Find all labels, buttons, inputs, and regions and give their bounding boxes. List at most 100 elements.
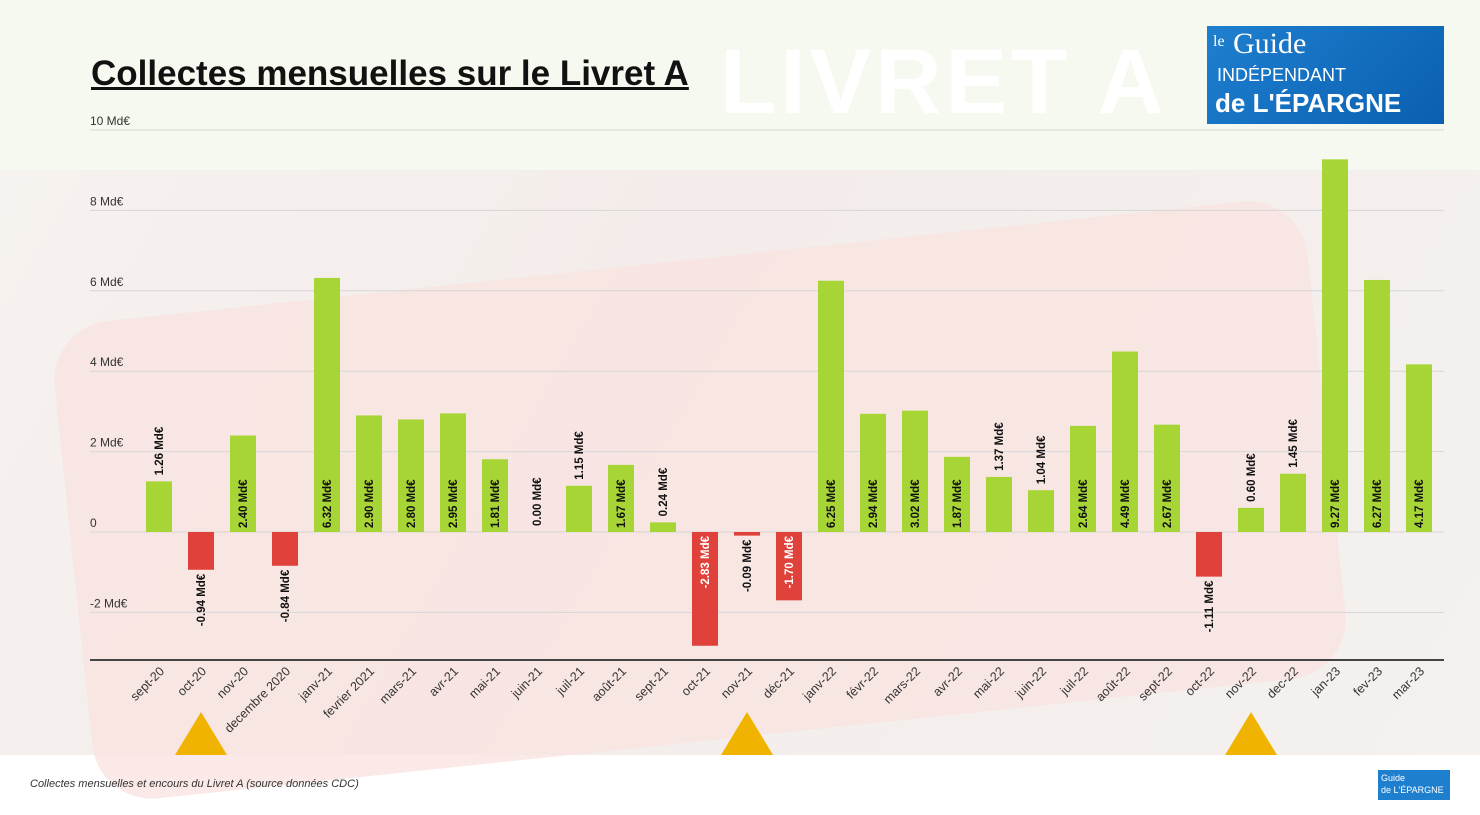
bar [272,532,298,566]
caption: Collectes mensuelles et encours du Livre… [30,778,359,790]
x-tick-label: nov-22 [1222,664,1259,701]
x-tick-label: janv-22 [800,664,840,704]
x-tick-label: oct-21 [679,664,713,698]
bar [1322,159,1348,532]
x-tick-label: mars-22 [881,664,923,706]
data-label: -0.09 Md€ [742,539,754,592]
x-tick-label: août-22 [1093,664,1133,704]
bar [734,532,760,536]
data-label: 1.87 Md€ [952,479,964,528]
watermark: LIVRET A [720,31,1168,133]
data-label: -2.83 Md€ [700,535,712,588]
data-label: 1.45 Md€ [1288,419,1300,468]
x-tick-label: déc-21 [760,664,797,701]
data-label: 9.27 Md€ [1330,479,1342,528]
bar [902,410,928,532]
logo: le Guide INDÉPENDANT de L'ÉPARGNE [1207,26,1444,124]
y-tick-label: 6 Md€ [90,275,124,289]
x-tick-label: janv-21 [296,664,336,704]
x-tick-label: sept-21 [632,664,671,703]
bar [650,522,676,532]
page-title: Collectes mensuelles sur le Livret A [91,54,689,93]
bar [482,459,508,532]
bar [1028,490,1054,532]
triangle-marker [175,712,227,755]
data-label: 0.00 Md€ [532,477,544,526]
x-tick-label: sept-20 [128,664,167,703]
x-tick-label: dec-22 [1264,664,1301,701]
bar [314,277,340,532]
bar [1280,473,1306,532]
bar [986,476,1012,532]
x-tick-label: oct-22 [1183,664,1217,698]
data-label: 2.94 Md€ [868,479,880,528]
data-label: 1.26 Md€ [154,426,166,475]
logo-line-2: Guide [1233,27,1307,60]
y-tick-label: -2 Md€ [90,596,128,610]
bar [188,532,214,570]
logo-line-4: de L'ÉPARGNE [1215,88,1402,118]
data-label: -1.11 Md€ [1204,580,1216,632]
x-tick-label: avr-22 [930,664,965,699]
x-tick-label: avr-21 [426,664,461,699]
data-label: 1.81 Md€ [490,479,502,528]
bar [1070,425,1096,532]
y-tick-label: 2 Md€ [90,436,124,450]
x-tick-label: nov-21 [718,664,755,701]
data-label: 3.02 Md€ [910,479,922,528]
y-tick-label: 10 Md€ [90,114,130,128]
bar [608,464,634,532]
data-label: 1.37 Md€ [994,422,1006,471]
triangle-marker [1225,712,1277,755]
bar [566,485,592,532]
x-tick-label: jan-23 [1308,664,1343,699]
data-label: 2.90 Md€ [364,479,376,528]
bar [1238,507,1264,532]
data-label: 6.32 Md€ [322,479,334,528]
data-label: 1.67 Md€ [616,479,628,528]
y-tick-label: 8 Md€ [90,194,124,208]
data-label: 2.64 Md€ [1078,479,1090,528]
y-tick-label: 4 Md€ [90,355,124,369]
x-tick-label: juil-22 [1057,664,1091,698]
data-label: 4.49 Md€ [1120,479,1132,528]
bar [818,280,844,532]
logo-small-line-2: de L'ÉPARGNE [1381,785,1444,795]
x-tick-label: juil-21 [553,664,587,698]
bar [860,413,886,532]
data-label: 6.25 Md€ [826,479,838,528]
logo-line-1: le [1213,33,1225,50]
data-label: 1.15 Md€ [574,431,586,480]
x-tick-label: mar-23 [1389,664,1427,702]
bar [1406,364,1432,532]
x-tick-label: juin-21 [508,664,545,701]
bar [398,419,424,532]
data-label: 2.40 Md€ [238,479,250,528]
data-label: 0.24 Md€ [658,467,670,516]
data-label: -1.70 Md€ [784,535,796,588]
y-tick-label: 0 [90,516,97,530]
data-label: 2.67 Md€ [1162,479,1174,528]
data-label: 2.95 Md€ [448,479,460,528]
x-tick-label: juin-22 [1012,664,1049,701]
data-label: 2.80 Md€ [406,479,418,528]
data-label: 4.17 Md€ [1414,479,1426,528]
x-tick-label: mai-21 [466,664,503,701]
data-label: 0.60 Md€ [1246,453,1258,502]
bar [944,456,970,532]
logo-small: Guide de L'ÉPARGNE [1378,770,1450,800]
bar [356,415,382,532]
triangle-marker [721,712,773,755]
bar [230,435,256,532]
x-tick-label: fev-23 [1351,664,1385,698]
data-label: 6.27 Md€ [1372,479,1384,528]
logo-line-3: INDÉPENDANT [1217,65,1347,85]
logo-small-line-1: Guide [1381,773,1406,783]
x-tick-label: oct-20 [175,664,209,698]
bar [1364,279,1390,532]
data-label: 1.04 Md€ [1036,435,1048,484]
bar [146,481,172,532]
x-tick-label: mai-22 [970,664,1007,701]
bar [1196,532,1222,577]
